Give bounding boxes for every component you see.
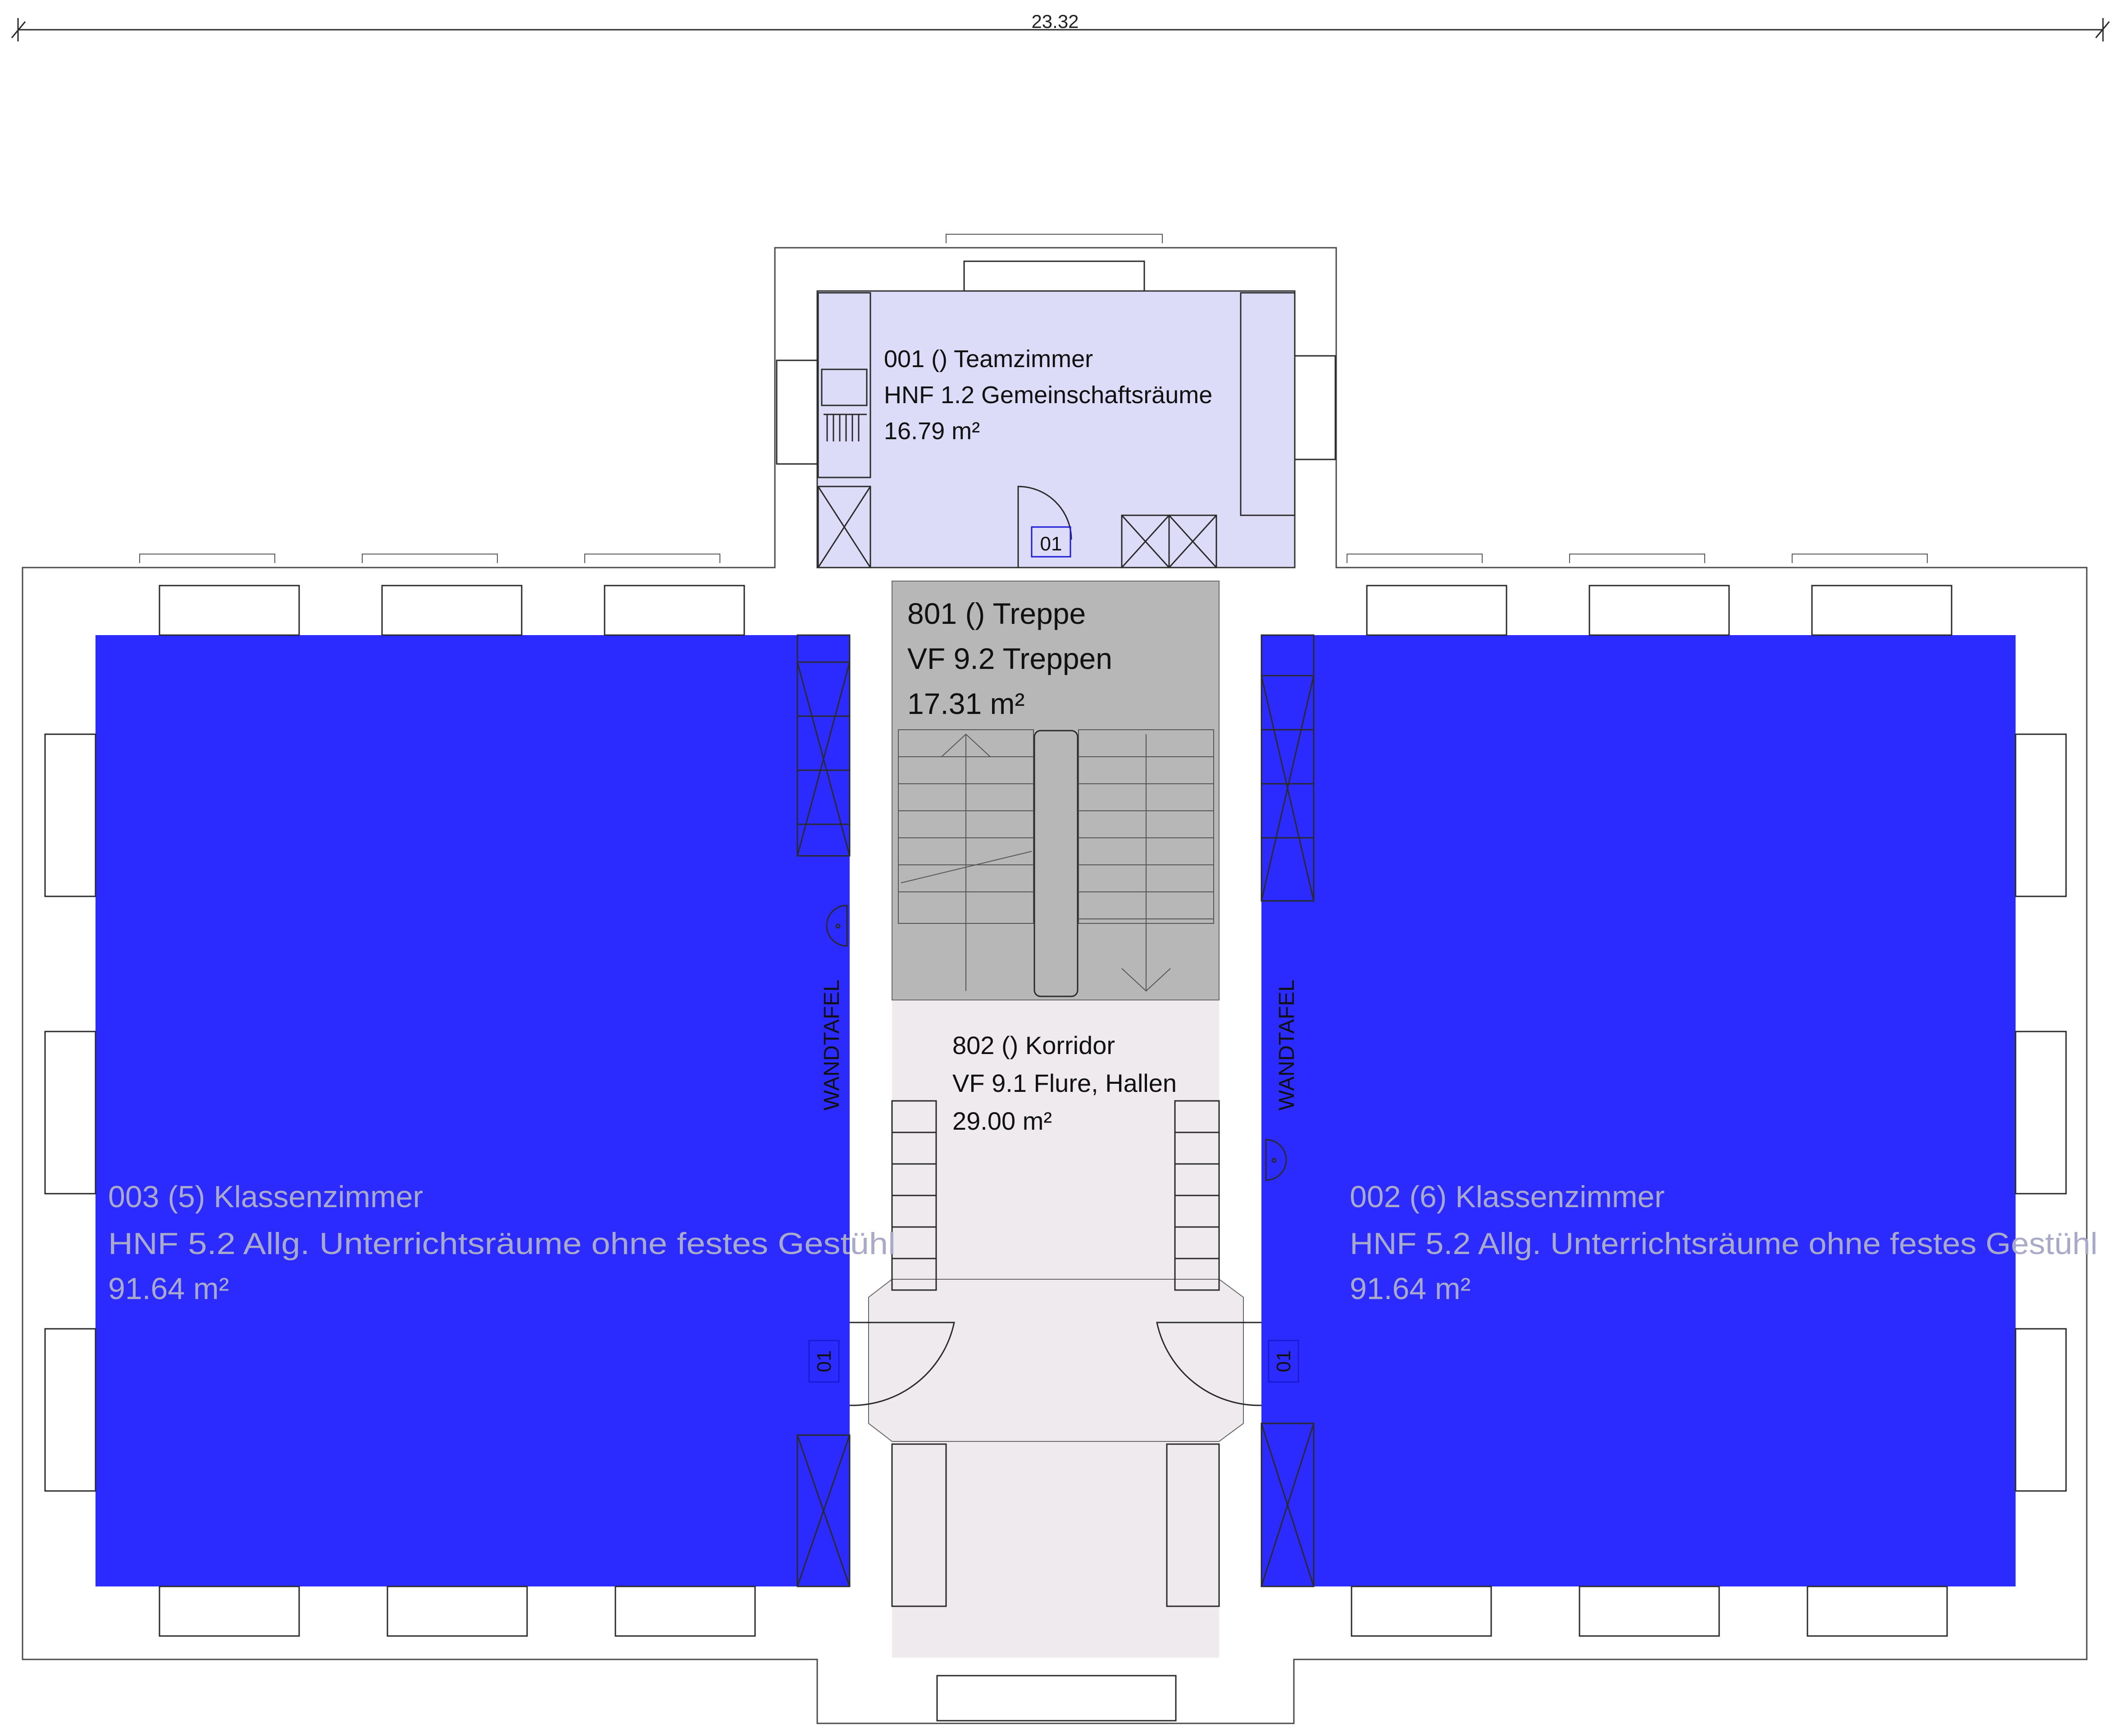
door-tag-right[interactable]: 01	[1268, 1340, 1299, 1383]
windows-top	[139, 234, 1953, 636]
room-label-korridor: 802 () Korridor VF 9.1 Flure, Hallen 29.…	[952, 1031, 1177, 1135]
dimension-line: 23.32	[11, 11, 2110, 41]
sinks	[826, 904, 1287, 1181]
room-name: 802 () Korridor	[952, 1031, 1115, 1059]
door-tag-right-text: 01	[1273, 1350, 1295, 1372]
room-name: 003 (5) Klassenzimmer	[108, 1180, 423, 1214]
room-fill-klasse-003[interactable]	[96, 635, 850, 1586]
room-fill-treppe[interactable]	[892, 581, 1220, 1000]
wandtafel-label-right: WANDTAFEL	[1275, 980, 1299, 1111]
room-area: 29.00 m²	[952, 1107, 1052, 1135]
benches	[891, 1100, 1220, 1607]
dimension-text: 23.32	[1031, 11, 1079, 32]
room-category: VF 9.2 Treppen	[907, 642, 1112, 675]
windows-side	[44, 355, 2067, 1492]
door-tag-left-text: 01	[813, 1350, 835, 1372]
room-label-teamzimmer: 001 () Teamzimmer HNF 1.2 Gemeinschaftsr…	[884, 345, 1212, 445]
room-area: 16.79 m²	[884, 418, 980, 445]
room-name: 002 (6) Klassenzimmer	[1350, 1180, 1665, 1214]
wandtafel-label-left: WANDTAFEL	[820, 980, 844, 1111]
door-tag-left[interactable]: 01	[808, 1340, 840, 1383]
room-category: VF 9.1 Flure, Hallen	[952, 1069, 1177, 1097]
cabinets	[797, 292, 1315, 1587]
room-label-klasse-003: 003 (5) Klassenzimmer HNF 5.2 Allg. Unte…	[108, 1180, 896, 1306]
door-tag-team-text: 01	[1040, 533, 1062, 555]
room-fill-klasse-002[interactable]	[1261, 635, 2016, 1586]
windows-bottom	[159, 1586, 1948, 1722]
room-area: 17.31 m²	[907, 687, 1024, 720]
room-area: 91.64 m²	[1350, 1272, 1470, 1306]
room-label-treppe: 801 () Treppe VF 9.2 Treppen 17.31 m²	[907, 597, 1112, 720]
room-category: HNF 5.2 Allg. Unterrichtsräume ohne fest…	[1350, 1227, 2098, 1261]
door-tag-team[interactable]: 01	[1031, 526, 1071, 558]
room-category: HNF 5.2 Allg. Unterrichtsräume ohne fest…	[108, 1227, 896, 1261]
staircase	[898, 729, 1214, 997]
room-area: 91.64 m²	[108, 1272, 229, 1306]
room-name: 001 () Teamzimmer	[884, 345, 1093, 373]
room-label-klasse-002: 002 (6) Klassenzimmer HNF 5.2 Allg. Unte…	[1350, 1180, 2098, 1306]
room-name: 801 () Treppe	[907, 597, 1086, 630]
room-category: HNF 1.2 Gemeinschaftsräume	[884, 382, 1212, 409]
entrance-lobby	[868, 1279, 1244, 1442]
